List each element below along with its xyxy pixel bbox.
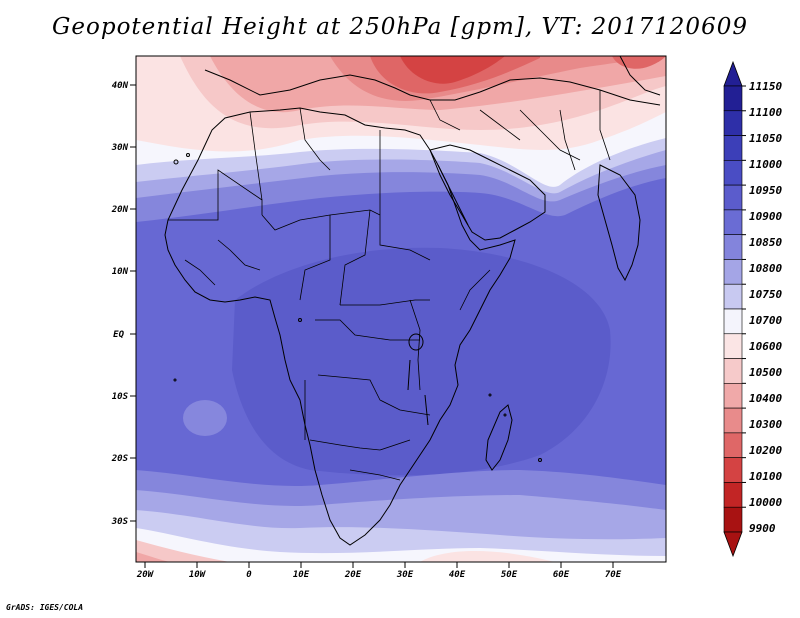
colorbar-cell [723,283,743,310]
lon-label-20w: 20W [136,570,155,580]
lon-label-30e: 30E [396,570,414,580]
colorbar-label-11100: 11100 [749,106,782,119]
colorbar-label-10200: 10200 [749,444,782,457]
lat-label-10n: 10N [112,267,129,277]
geopotential-field [136,56,666,562]
plot-frame [135,55,667,563]
latitude-axis: 40N 30N 20N 10N EQ 10S 20S 30S [111,81,136,527]
colorbar-label-10700: 10700 [749,314,782,327]
colorbar-cell [723,135,743,161]
colorbar-cell [723,333,743,359]
lon-label-10w: 10W [189,570,207,580]
colorbar-cells [723,85,743,533]
colorbar-label-10000: 10000 [749,496,782,509]
lat-label-eq: EQ [113,330,124,340]
lon-label-10e: 10E [293,570,310,580]
lat-label-20n: 20N [111,205,129,215]
colorbar-label-10750: 10750 [749,288,782,301]
colorbar-label-11150: 11150 [749,80,782,93]
colorbar-cell [723,234,743,260]
coastlines [164,56,661,546]
colorbar-cell [723,482,743,508]
colorbar-label-10100: 10100 [749,470,782,483]
colorbar-cell [723,383,743,409]
colorbar-label-10900: 10900 [749,210,782,223]
lat-label-30s: 30S [111,517,129,527]
colorbar-cell [723,457,743,483]
grads-credit: GrADS: IGES/COLA [6,603,84,612]
colorbar-bottom-arrow [723,531,743,558]
colorbar-cell [723,259,743,285]
colorbar-label-10400: 10400 [749,392,782,405]
colorbar-cell [723,184,743,211]
lon-label-70e: 70E [605,570,622,580]
colorbar-cell [723,209,743,235]
colorbar-label-10950: 10950 [749,184,782,197]
colorbar-cell [723,160,743,186]
colorbar-label-10850: 10850 [749,236,782,249]
colorbar-top-arrow [723,60,743,87]
colorbar-label-11000: 11000 [749,158,782,171]
colorbar-cell [723,358,743,384]
colorbar-label-10800: 10800 [749,262,782,275]
lon-label-20e: 20E [344,570,362,580]
colorbar-label-10500: 10500 [749,366,782,379]
colorbar-cell [723,85,743,112]
colorbar-cell [723,308,743,335]
colorbar-label-10600: 10600 [749,340,782,353]
colorbar-label-11050: 11050 [749,132,782,145]
colorbar-cell [723,432,743,458]
lat-label-30n: 30N [111,143,129,153]
lon-label-0: 0 [246,570,252,580]
colorbar-cell [723,506,743,533]
lat-label-40n: 40N [112,81,129,91]
map-title: Geopotential Height at 250hPa [gpm], VT:… [52,14,748,40]
lat-label-20s: 20S [111,454,129,464]
lon-label-60e: 60E [553,570,570,580]
colorbar-cell [723,110,743,136]
colorbar-cell [723,407,743,434]
colorbar-label-9900: 9900 [749,522,776,535]
lon-label-40e: 40E [449,570,466,580]
colorbar-label-10300: 10300 [749,418,782,431]
lon-label-50e: 50E [501,570,518,580]
colorbar: 11150 11100 11050 11000 10950 10900 1085… [723,60,782,558]
lat-label-10s: 10S [112,392,129,402]
longitude-axis: 20W 10W 0 10E 20E 30E 40E 50E 60E 70E [136,562,622,580]
